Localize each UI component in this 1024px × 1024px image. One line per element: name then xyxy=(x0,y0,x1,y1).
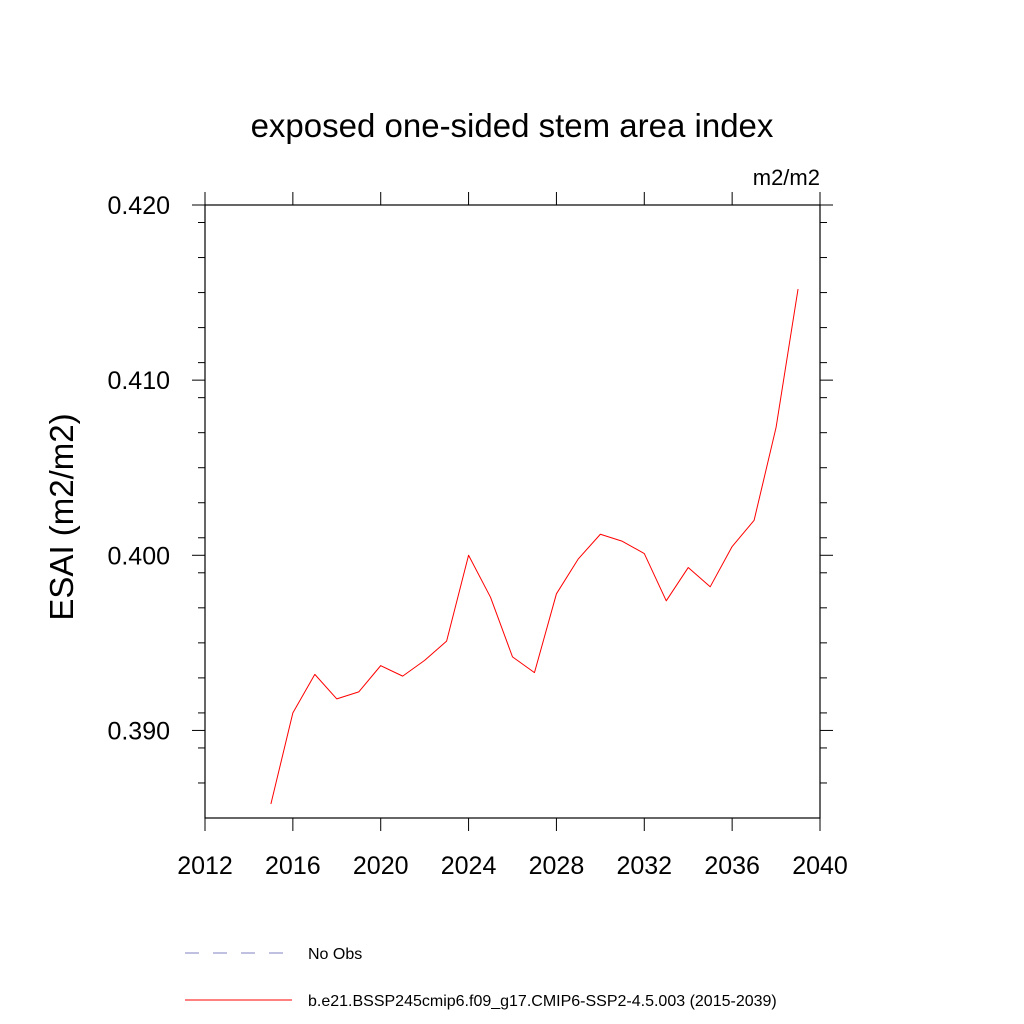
x-tick-label: 2012 xyxy=(177,852,233,880)
x-tick-label: 2020 xyxy=(353,852,409,880)
y-axis-label: ESAI (m2/m2) xyxy=(43,413,80,620)
x-tick-label: 2040 xyxy=(792,852,848,880)
chart-title: exposed one-sided stem area index xyxy=(251,107,774,144)
units-label: m2/m2 xyxy=(753,165,820,190)
legend-label-simulation: b.e21.BSSP245cmip6.f09_g17.CMIP6-SSP2-4.… xyxy=(308,993,777,1010)
legend-label-no-obs: No Obs xyxy=(308,946,362,963)
y-tick-label: 0.410 xyxy=(107,367,170,395)
y-tick-label: 0.390 xyxy=(107,717,170,745)
x-tick-label: 2016 xyxy=(265,852,321,880)
y-tick-label: 0.420 xyxy=(107,192,170,220)
x-tick-label: 2032 xyxy=(616,852,672,880)
series-line-0 xyxy=(270,288,799,805)
x-tick-label: 2028 xyxy=(529,852,585,880)
x-tick-label: 2024 xyxy=(441,852,497,880)
axis-ticks: 2012 2016 2020 2024 2028 2032 2036 2040 0.390 0.4… xyxy=(107,192,848,880)
y-tick-label: 0.400 xyxy=(107,542,170,570)
series-layer xyxy=(270,288,799,805)
x-tick-label: 2036 xyxy=(704,852,760,880)
plot-frame xyxy=(204,204,821,819)
legend: No Obs b.e21.BSSP245cmip6.f09_g17.CMIP6-… xyxy=(185,946,777,1010)
